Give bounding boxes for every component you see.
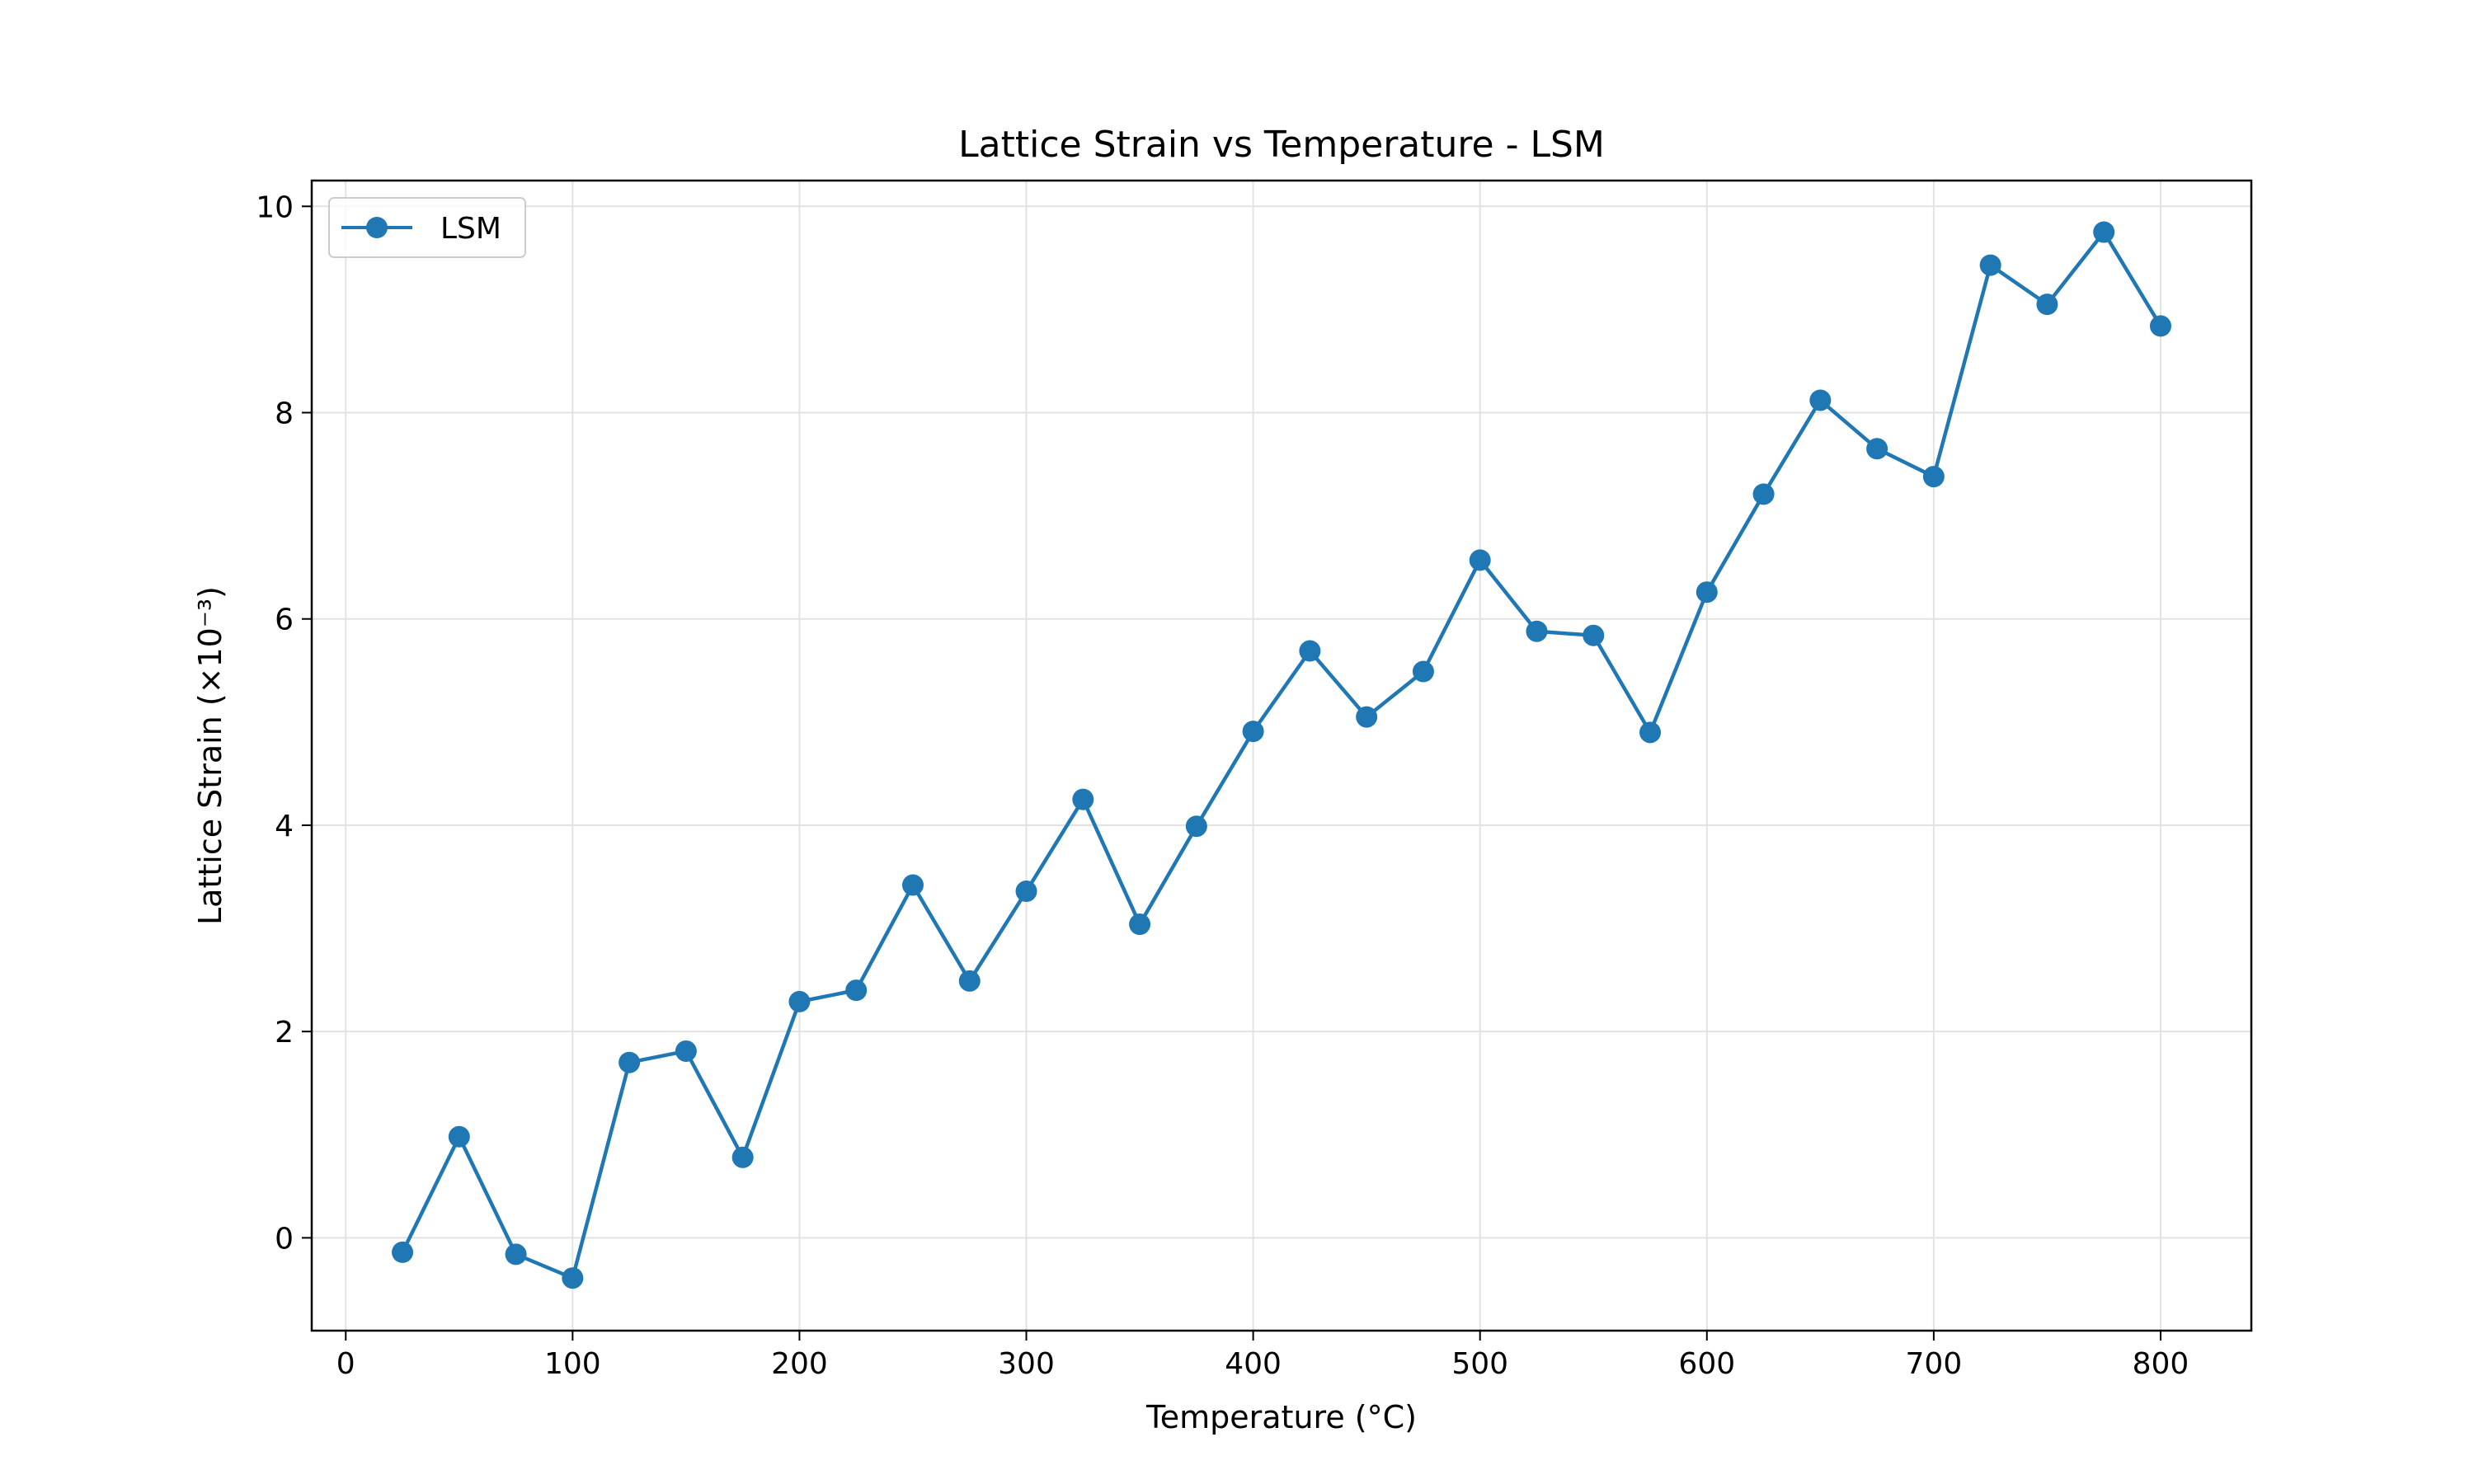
data-point <box>1015 881 1037 903</box>
legend-box <box>328 197 526 258</box>
data-point <box>2036 294 2058 316</box>
legend-marker-swatch <box>366 217 388 238</box>
plot-frame <box>310 179 2253 1332</box>
data-point <box>845 979 868 1002</box>
legend-label-lsm: LSM <box>440 212 501 246</box>
data-point <box>901 874 924 896</box>
axes-ticks: 0 100 200 300 400 500 600 700 800 0 2 4 6 8 10 <box>256 190 2189 1381</box>
y-tick-label: 6 <box>275 603 294 637</box>
data-point <box>1639 721 1662 744</box>
data-point <box>1922 466 1945 488</box>
data-point <box>1129 913 1151 936</box>
chart-title: Lattice Strain vs Temperature - LSM <box>958 124 1605 166</box>
data-point <box>1866 438 1888 460</box>
data-point <box>1356 706 1378 728</box>
series-layer <box>392 221 2171 1289</box>
y-tick-label: 10 <box>256 190 294 224</box>
data-point <box>1809 389 1832 411</box>
x-tick-label: 0 <box>336 1347 355 1381</box>
data-point <box>392 1241 414 1263</box>
data-point <box>448 1125 470 1148</box>
y-axis-label: Lattice Strain (×10⁻³) <box>192 586 228 925</box>
data-point <box>505 1243 527 1266</box>
data-point <box>2093 221 2115 243</box>
data-point <box>562 1267 584 1289</box>
data-point <box>675 1040 697 1062</box>
data-point <box>1526 620 1548 642</box>
data-point <box>1185 815 1207 838</box>
x-tick-label: 500 <box>1451 1347 1508 1381</box>
data-point <box>958 970 981 992</box>
x-tick-label: 400 <box>1225 1347 1282 1381</box>
y-tick-label: 0 <box>275 1222 294 1256</box>
data-point <box>618 1051 641 1073</box>
y-tick-label: 2 <box>275 1016 294 1050</box>
y-tick-label: 4 <box>275 810 294 843</box>
legend: LSM <box>328 197 526 258</box>
series-line-lsm <box>401 230 2162 1280</box>
data-point <box>1752 483 1775 505</box>
y-tick-label: 8 <box>275 397 294 431</box>
x-axis-label: Temperature (°C) <box>1145 1399 1417 1435</box>
x-tick-label: 100 <box>544 1347 601 1381</box>
data-point <box>1469 549 1491 571</box>
data-point <box>1072 788 1094 810</box>
data-point <box>1696 581 1718 603</box>
data-point <box>1979 254 2001 276</box>
data-point <box>2149 315 2171 337</box>
grid <box>312 181 2251 1331</box>
x-tick-label: 300 <box>998 1347 1055 1381</box>
x-tick-label: 800 <box>2133 1347 2189 1381</box>
x-tick-label: 200 <box>771 1347 828 1381</box>
data-point <box>1412 660 1434 683</box>
data-point <box>1299 640 1321 662</box>
data-point <box>788 990 811 1012</box>
data-point <box>1583 624 1605 646</box>
data-point <box>1242 721 1264 743</box>
x-tick-label: 600 <box>1678 1347 1735 1381</box>
x-tick-label: 700 <box>1906 1347 1963 1381</box>
data-point <box>731 1146 754 1168</box>
